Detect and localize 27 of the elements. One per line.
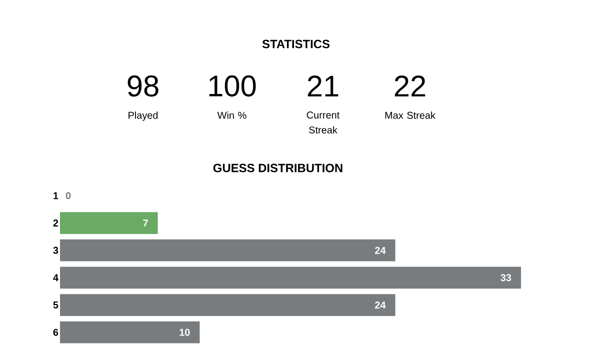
chart-subtitle: GUESS DISTRIBUTION	[213, 164, 342, 172]
text: Max Streak	[385, 112, 436, 119]
y-tick-label: 4	[53, 274, 58, 282]
bar	[60, 321, 200, 344]
data-label: 24	[375, 246, 386, 254]
y-tick-label: 3	[53, 246, 58, 254]
bar	[60, 294, 396, 316]
text: 100	[209, 75, 256, 97]
y-tick-label: 2	[53, 220, 58, 226]
data-label: 0	[66, 192, 71, 200]
data-label: 10	[180, 328, 190, 336]
bar	[60, 266, 522, 289]
data-label: 7	[143, 220, 148, 226]
y-tick-label: 1	[54, 192, 58, 200]
text: Current Streak	[306, 112, 340, 134]
data-label: 33	[500, 274, 512, 282]
text: 98	[128, 75, 158, 97]
y-tick-label: 6	[53, 328, 58, 336]
y-tick-label: 5	[53, 302, 58, 308]
data-label: 24	[375, 302, 386, 308]
text: Win %	[217, 112, 246, 119]
bar	[60, 212, 158, 234]
text: 22	[394, 76, 426, 96]
text: 21	[308, 76, 338, 96]
chart-title: STATISTICS	[262, 40, 330, 48]
bar	[60, 239, 396, 262]
text: Played	[128, 112, 158, 121]
